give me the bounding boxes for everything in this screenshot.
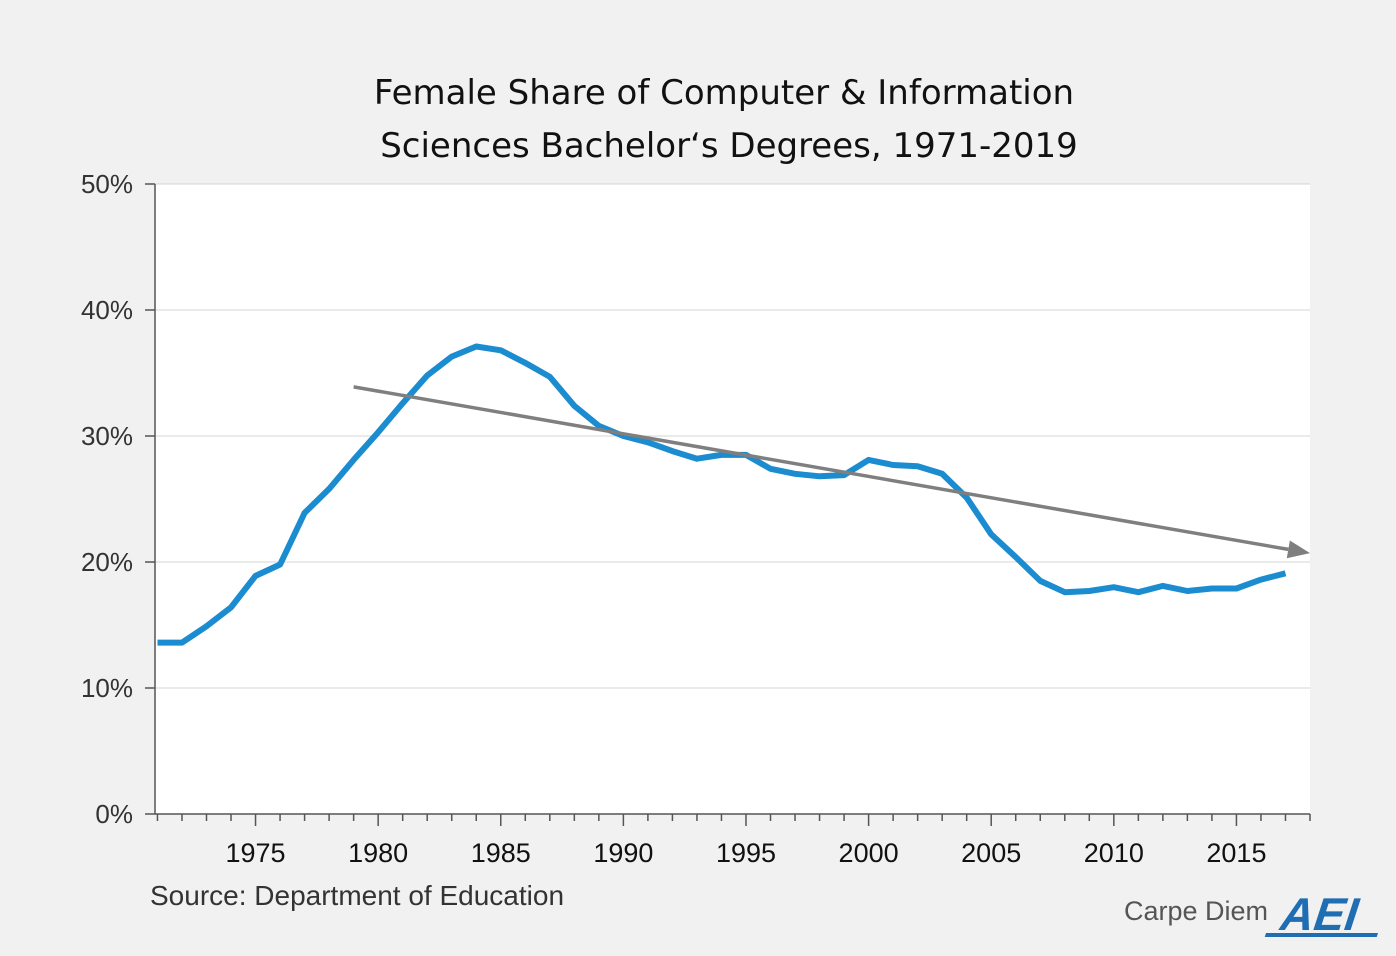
- series-line: [157, 343, 1287, 646]
- brand-label: Carpe Diem: [1124, 896, 1268, 926]
- y-tick-label: 10%: [81, 673, 133, 703]
- trend-arrowhead: [1286, 540, 1310, 559]
- x-tick-label: 1990: [593, 838, 653, 868]
- grid-lines: [155, 183, 1310, 689]
- y-tick-label: 50%: [81, 169, 133, 199]
- aei-logo: AEI: [1264, 889, 1379, 941]
- aei-logo-underline: [1264, 933, 1379, 937]
- series-group: [157, 343, 1287, 646]
- x-tick-label: 1985: [471, 838, 531, 868]
- y-tick-label: 20%: [81, 547, 133, 577]
- y-tick-label: 0%: [95, 799, 133, 829]
- x-tick-label: 1975: [226, 838, 286, 868]
- chart-title-line-1: Female Share of Computer & Information: [374, 73, 1074, 113]
- aei-logo-text: AEI: [1274, 889, 1367, 941]
- trend-group: [353, 385, 1310, 559]
- brand-footer: Carpe Diem AEI: [1124, 889, 1379, 941]
- y-tick-label: 40%: [81, 295, 133, 325]
- x-axis: 1975 1980 1985 1990 1995 2000 2005 2010 2015: [155, 813, 1311, 868]
- x-tick-label: 2010: [1084, 838, 1144, 868]
- plot-area: [155, 184, 1310, 814]
- source-note: Source: Department of Education: [150, 880, 564, 911]
- y-axis: 0% 10% 20% 30% 40% 50%: [81, 169, 156, 829]
- y-tick-label: 30%: [81, 421, 133, 451]
- trend-line: [353, 385, 1289, 552]
- x-tick-label: 2015: [1206, 838, 1266, 868]
- x-tick-label: 1980: [348, 838, 408, 868]
- chart-title-line-2: Sciences Bachelor‘s Degrees, 1971-2019: [380, 126, 1078, 166]
- x-tick-label: 2005: [961, 838, 1021, 868]
- x-tick-label: 1995: [716, 838, 776, 868]
- x-tick-label: 2000: [839, 838, 899, 868]
